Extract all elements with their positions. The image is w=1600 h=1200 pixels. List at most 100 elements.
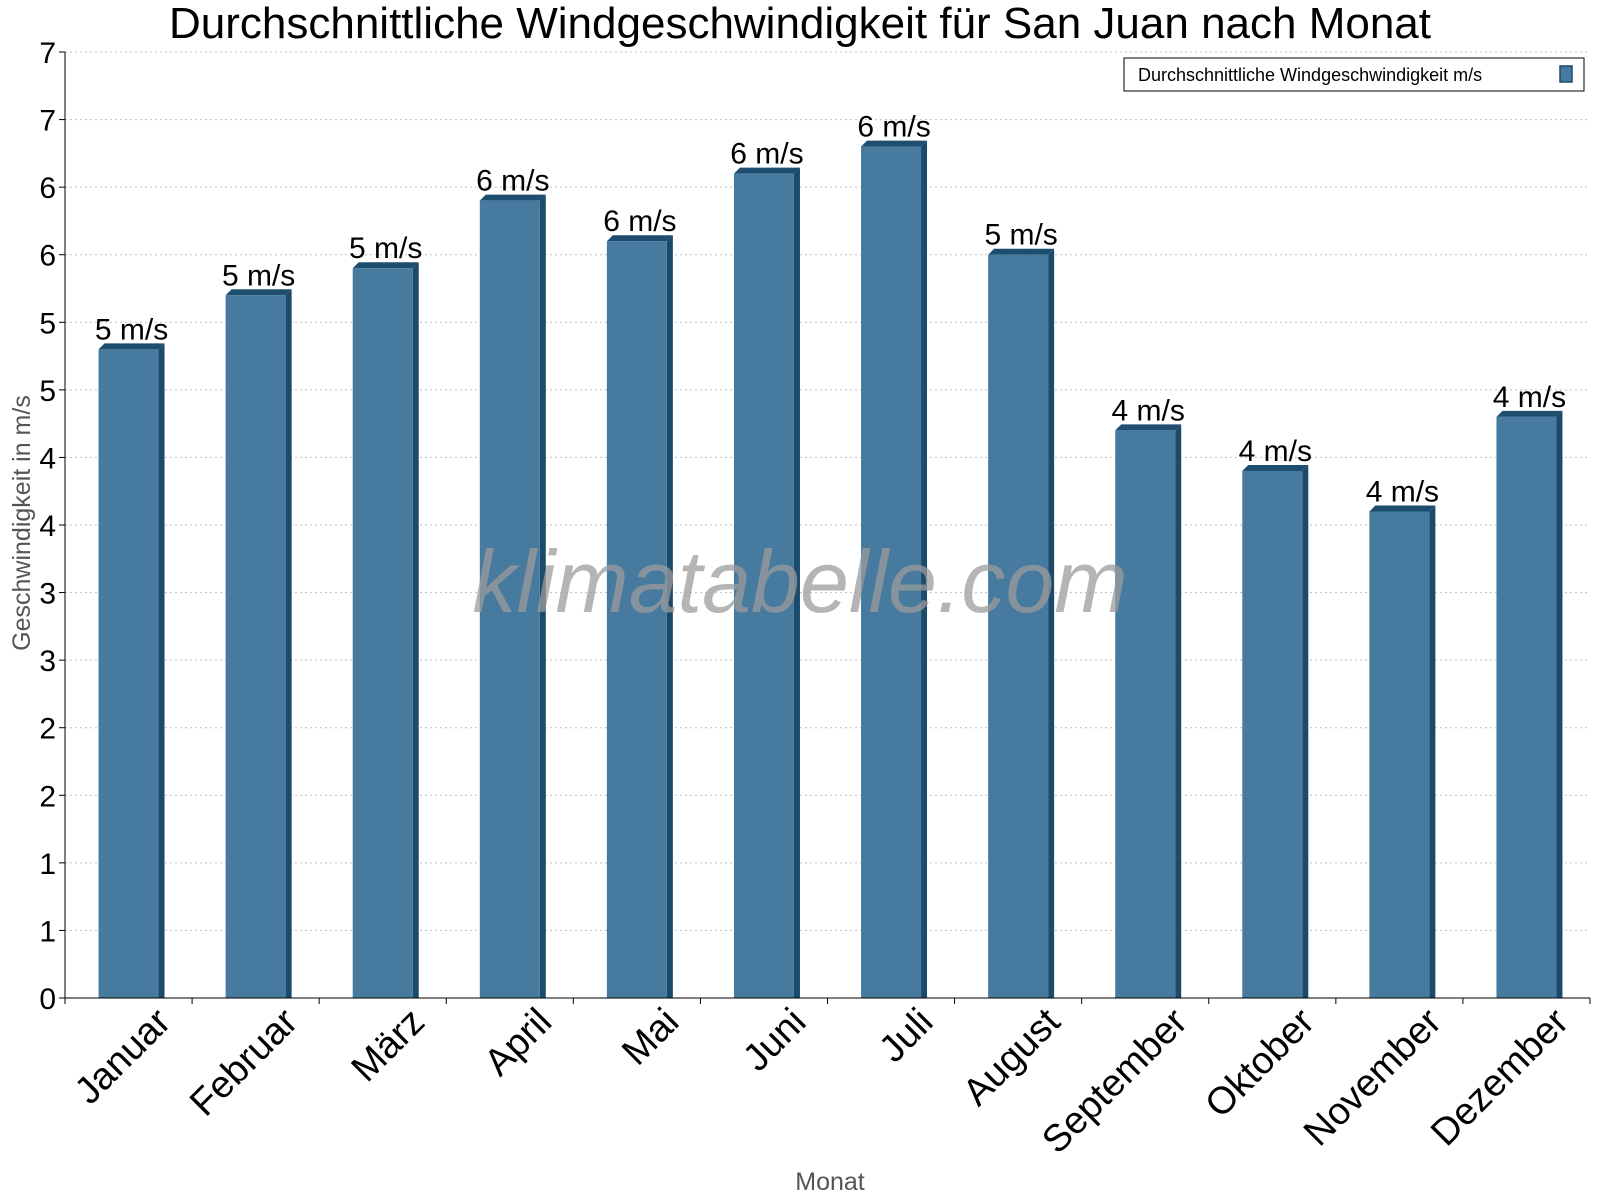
bar-side: [1302, 464, 1309, 998]
chart-title: Durchschnittliche Windgeschwindigkeit fü…: [169, 0, 1431, 48]
watermark: klimatabelle.com: [472, 532, 1127, 631]
bar-value-label: 5 m/s: [222, 259, 295, 292]
y-tick-label: 4: [39, 442, 56, 475]
bar: [1115, 424, 1182, 998]
bar-top: [1242, 464, 1309, 471]
bar-top: [606, 235, 673, 242]
bar-top: [1496, 410, 1563, 417]
bar-face: [352, 268, 413, 998]
bar-face: [1115, 430, 1176, 998]
bar-top: [479, 194, 546, 201]
bar-top: [988, 248, 1055, 255]
data-labels: 5 m/s 5 m/s 5 m/s 6 m/s 6 m/s 6 m/s 6 m/s 5 m/s…: [95, 111, 1566, 509]
bar-side: [1556, 410, 1563, 998]
bar-top: [861, 140, 928, 147]
bar-face: [1369, 511, 1430, 998]
x-tick-label: März: [344, 1001, 433, 1090]
bar-top: [1369, 505, 1436, 512]
bar-side: [1048, 248, 1055, 998]
bar-value-label: 5 m/s: [984, 219, 1057, 252]
y-tick-label: 3: [39, 645, 56, 678]
x-axis-ticks: Januar Februar März April Mai Juni Juli AugustS…: [64, 998, 1591, 1162]
bar-side: [921, 140, 928, 999]
bar: [861, 140, 928, 999]
bar: [1242, 464, 1309, 998]
bar-face: [225, 295, 286, 998]
y-tick-label: 2: [39, 713, 56, 746]
bar: [225, 289, 292, 998]
bar-value-label: 5 m/s: [349, 232, 422, 265]
bar-face: [1242, 470, 1303, 998]
bar-face: [988, 254, 1049, 998]
bar-side: [666, 235, 673, 998]
bar-value-label: 4 m/s: [1366, 475, 1439, 508]
bar: [479, 194, 546, 998]
x-tick-label: Juli: [871, 1001, 941, 1071]
bar-value-label: 4 m/s: [1112, 394, 1185, 427]
bar: [988, 248, 1055, 998]
x-tick-label: Juni: [735, 1001, 814, 1080]
bar-value-label: 5 m/s: [95, 313, 168, 346]
bar: [1496, 410, 1563, 998]
bars: [98, 140, 1563, 999]
gridlines: [65, 51, 1590, 931]
bar-top: [225, 289, 292, 296]
bar: [733, 167, 800, 999]
bar-top: [733, 167, 800, 174]
y-tick-label: 4: [39, 510, 56, 543]
y-tick-label: 3: [39, 578, 56, 611]
bar-top: [1115, 424, 1182, 431]
bar-side: [539, 194, 546, 998]
bar-face: [861, 146, 922, 999]
y-tick-label: 6: [39, 240, 56, 273]
bar-value-label: 6 m/s: [857, 111, 930, 144]
y-tick-label: 7: [39, 37, 56, 70]
y-tick-label: 0: [39, 983, 56, 1016]
y-tick-label: 1: [39, 848, 56, 881]
y-axis-title: Geschwindigkeit in m/s: [8, 395, 36, 651]
x-tick-label: Februar: [182, 1000, 306, 1124]
legend-swatch: [1559, 65, 1573, 83]
bar-side: [1175, 424, 1182, 998]
bar-face: [479, 200, 540, 998]
x-tick-label: Mai: [614, 1001, 687, 1074]
bar-face: [606, 241, 667, 998]
x-axis-title: Monat: [795, 1168, 865, 1196]
bar: [352, 262, 419, 998]
y-axis-ticks: 0 1 1 2 2 3 3 4 4 5 5 6 6 7 7: [39, 37, 65, 1016]
bar-face: [98, 349, 159, 998]
x-tick-label: Dezember: [1423, 1000, 1577, 1154]
bar: [1369, 505, 1436, 998]
y-tick-label: 1: [39, 915, 56, 948]
y-tick-label: 5: [39, 375, 56, 408]
bar-value-label: 6 m/s: [730, 138, 803, 171]
legend-box: [1123, 57, 1585, 92]
y-tick-label: 5: [39, 307, 56, 340]
bar-value-label: 6 m/s: [603, 205, 676, 238]
bar: [606, 235, 673, 998]
x-tick-label: April: [477, 1001, 560, 1084]
bar: [98, 343, 165, 998]
bar-face: [733, 173, 794, 999]
legend-label: Durchschnittliche Windgeschwindigkeit m/…: [1138, 65, 1482, 85]
x-tick-label: August: [955, 1000, 1069, 1114]
x-tick-label: Januar: [67, 1000, 179, 1112]
bar-side: [1429, 505, 1436, 998]
x-tick-label: November: [1296, 1000, 1450, 1154]
y-tick-label: 2: [39, 780, 56, 813]
bar-side: [412, 262, 419, 998]
y-tick-label: 7: [39, 105, 56, 138]
bar-value-label: 6 m/s: [476, 165, 549, 198]
bar-value-label: 4 m/s: [1239, 435, 1312, 468]
bar-side: [793, 167, 800, 999]
bar-side: [285, 289, 292, 998]
y-tick-label: 6: [39, 172, 56, 205]
bar-side: [158, 343, 165, 998]
bar-value-label: 4 m/s: [1493, 381, 1566, 414]
x-tick-label: Oktober: [1197, 1000, 1323, 1126]
bar-top: [98, 343, 165, 350]
legend: Durchschnittliche Windgeschwindigkeit m/…: [1123, 57, 1585, 92]
bar-top: [352, 262, 419, 269]
bar-face: [1496, 416, 1557, 998]
